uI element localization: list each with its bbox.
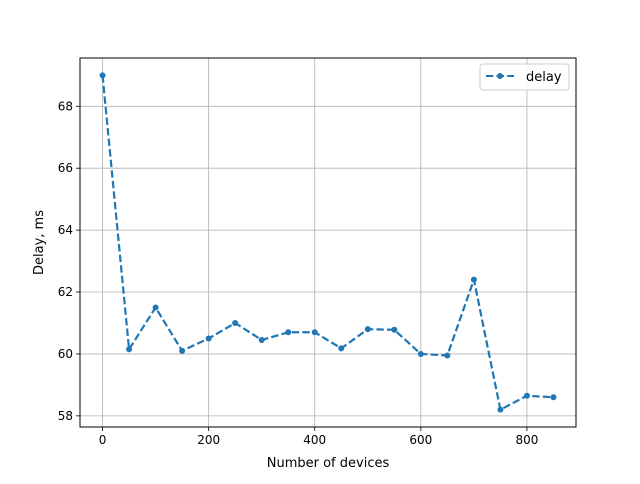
x-tick-label: 0 <box>99 433 107 447</box>
x-tick-label: 400 <box>303 433 326 447</box>
data-point <box>152 304 159 311</box>
y-axis-label: Delay, ms <box>32 210 47 275</box>
x-tick-label: 600 <box>409 433 432 447</box>
data-point <box>338 345 345 352</box>
x-tick-label: 800 <box>515 433 538 447</box>
x-axis-label: Number of devices <box>267 456 390 471</box>
data-point <box>179 347 186 354</box>
data-point <box>258 337 265 344</box>
data-point <box>444 352 451 359</box>
data-point <box>126 346 133 353</box>
x-tick-label: 200 <box>197 433 220 447</box>
data-point <box>285 329 292 336</box>
y-tick-label: 68 <box>58 99 73 113</box>
legend-box <box>479 63 570 91</box>
data-point <box>205 335 212 342</box>
data-point <box>391 326 398 333</box>
y-tick-label: 58 <box>58 409 73 423</box>
data-point <box>364 326 371 333</box>
data-point <box>232 319 239 326</box>
series-layer <box>99 72 557 413</box>
y-tick-label: 66 <box>58 161 73 175</box>
legend-entry-delay: delay <box>526 70 562 85</box>
y-axis-ticks: 58 60 62 64 66 68 <box>58 99 80 423</box>
legend-marker-sample <box>497 73 503 79</box>
legend: delay <box>479 63 570 91</box>
data-point <box>523 392 530 399</box>
y-tick-label: 60 <box>58 347 73 361</box>
data-point <box>470 276 477 283</box>
x-axis-ticks: 0 200 400 600 800 <box>99 427 538 447</box>
data-point <box>497 406 504 413</box>
data-point <box>550 394 557 401</box>
y-tick-label: 62 <box>58 285 73 299</box>
data-point <box>311 329 318 336</box>
series-line-delay <box>101 75 554 411</box>
y-tick-label: 64 <box>58 223 73 237</box>
grid <box>80 58 576 427</box>
data-point <box>417 350 424 357</box>
data-point <box>99 72 106 79</box>
plot-frame <box>79 57 577 428</box>
